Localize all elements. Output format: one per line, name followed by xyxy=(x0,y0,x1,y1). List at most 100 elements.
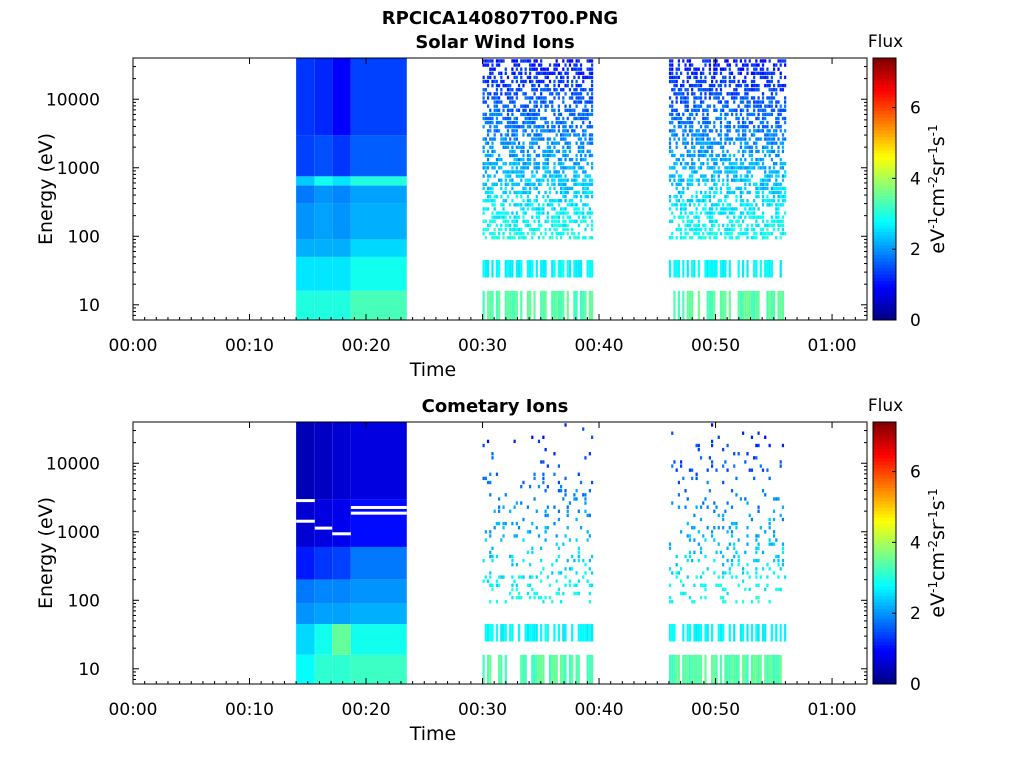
spectrogram-cell xyxy=(744,550,747,555)
spectrogram-cell xyxy=(504,71,507,75)
spectrogram-cell xyxy=(515,174,518,178)
spectrogram-cell xyxy=(702,501,705,505)
spectrogram-cell xyxy=(513,203,516,207)
spectrogram-cell xyxy=(535,186,538,191)
spectrogram-cell xyxy=(484,260,487,278)
spectrogram-cell xyxy=(579,199,583,203)
spectrogram-gap xyxy=(350,505,407,509)
spectrogram-cell xyxy=(702,59,705,63)
spectrogram-cell xyxy=(579,157,583,162)
spectrogram-cell xyxy=(668,145,672,149)
spectrogram-cell xyxy=(544,509,547,513)
spectrogram-cell xyxy=(506,112,510,117)
spectrogram-cell xyxy=(542,125,545,129)
spectrogram-cell xyxy=(713,219,716,223)
spectrogram-cell xyxy=(573,129,576,133)
spectrogram-cell xyxy=(582,186,585,191)
spectrogram-cell xyxy=(748,137,751,141)
spectrogram-cell xyxy=(557,480,561,485)
spectrogram-cell xyxy=(575,207,578,211)
spectrogram-cell xyxy=(590,63,594,67)
spectrogram-cell xyxy=(680,125,683,129)
spectrogram-cell xyxy=(495,83,499,88)
spectrogram-cell xyxy=(695,108,698,112)
colorbar-segment xyxy=(873,494,896,498)
spectrogram-cell xyxy=(588,207,591,211)
spectrogram-cell xyxy=(575,153,578,158)
spectrogram-cell xyxy=(761,190,765,195)
spectrogram-cell xyxy=(577,591,580,596)
spectrogram-cell xyxy=(546,75,549,80)
spectrogram-cell xyxy=(546,67,549,71)
spectrogram-cell xyxy=(571,108,574,112)
spectrogram-cell xyxy=(564,227,567,232)
spectrogram-cell xyxy=(513,231,516,236)
spectrogram-cell xyxy=(688,236,692,240)
spectrogram-cell xyxy=(495,554,499,559)
spectrogram-cell xyxy=(671,67,674,71)
spectrogram-cell xyxy=(713,166,716,170)
spectrogram-cell xyxy=(699,153,703,158)
spectrogram-cell xyxy=(671,88,674,92)
spectrogram-cell xyxy=(733,88,736,92)
spectrogram-cell xyxy=(564,186,567,191)
spectrogram-cell xyxy=(735,493,738,497)
spectrogram-cell xyxy=(506,260,510,278)
spectrogram-cell xyxy=(741,100,745,104)
spectrogram-cell xyxy=(577,558,580,563)
spectrogram-cell xyxy=(706,480,709,485)
spectrogram-cell xyxy=(775,178,778,182)
spectrogram-cell xyxy=(579,125,583,129)
spectrogram-cell xyxy=(489,71,492,75)
spectrogram-cell xyxy=(560,231,563,236)
spectrogram-cell xyxy=(577,624,580,642)
spectrogram-cell xyxy=(546,215,549,219)
spectrogram-cell xyxy=(524,162,527,166)
spectrogram-cell xyxy=(557,116,561,121)
spectrogram-cell xyxy=(781,116,785,121)
spectrogram-cell xyxy=(573,558,576,563)
spectrogram-cell xyxy=(677,92,681,96)
spectrogram-cell xyxy=(540,223,543,228)
spectrogram-cell xyxy=(484,112,487,117)
spectrogram-cell xyxy=(706,125,709,129)
spectrogram-cell xyxy=(719,133,723,137)
spectrogram-cell xyxy=(522,517,525,522)
spectrogram-cell xyxy=(684,166,687,170)
spectrogram-cell xyxy=(526,149,530,154)
spectrogram-cell xyxy=(733,166,736,170)
spectrogram-cell xyxy=(562,591,565,596)
spectrogram-cell xyxy=(713,236,716,240)
spectrogram-cell xyxy=(529,190,532,195)
spectrogram-cell xyxy=(739,190,742,195)
spectrogram-cell xyxy=(766,137,769,141)
colorbar-segment xyxy=(873,553,896,557)
spectrogram-cell xyxy=(495,112,499,117)
spectrogram-cell xyxy=(686,133,689,137)
spectrogram-cell xyxy=(533,595,536,600)
spectrogram-cell xyxy=(513,190,516,195)
spectrogram-cell xyxy=(314,185,333,204)
colorbar-segment xyxy=(873,566,896,570)
spectrogram-cell xyxy=(560,137,563,141)
spectrogram-cell xyxy=(568,567,572,571)
spectrogram-cell xyxy=(682,186,685,191)
spectrogram-cell xyxy=(564,63,567,67)
spectrogram-cell xyxy=(708,71,711,75)
spectrogram-cell xyxy=(680,231,683,236)
spectrogram-cell xyxy=(680,211,683,215)
spectrogram-cell xyxy=(708,186,711,191)
spectrogram-cell xyxy=(588,190,591,195)
spectrogram-cell xyxy=(579,63,583,67)
spectrogram-cell xyxy=(668,595,672,600)
spectrogram-cell xyxy=(688,174,692,178)
spectrogram-cell xyxy=(686,260,689,278)
spectrogram-cell xyxy=(500,203,503,207)
spectrogram-cell xyxy=(513,100,516,104)
spectrogram-cell xyxy=(555,215,558,219)
spectrogram-cell xyxy=(573,583,576,587)
spectrogram-cell xyxy=(748,178,751,182)
spectrogram-cell xyxy=(531,112,534,117)
colorbar-segment xyxy=(873,87,896,92)
spectrogram-cell xyxy=(733,141,736,145)
